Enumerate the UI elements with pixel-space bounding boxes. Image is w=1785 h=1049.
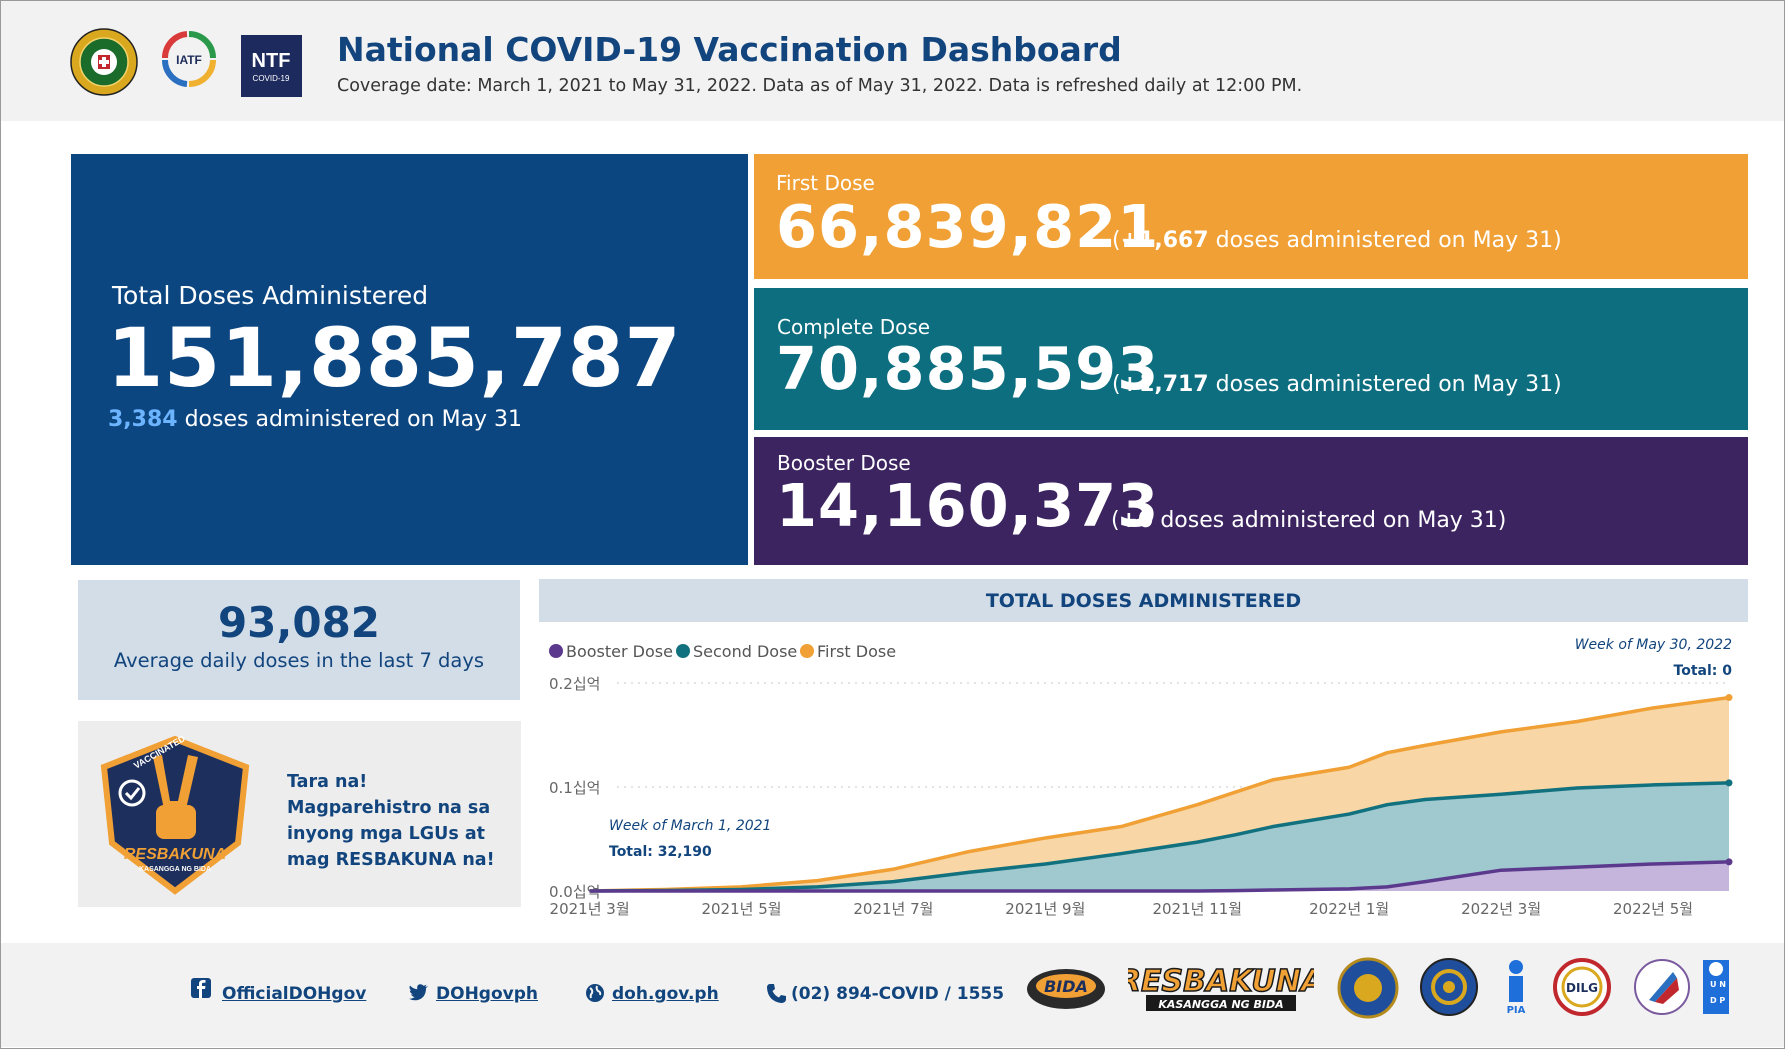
booster-dose-delta: +0 [1119, 508, 1154, 533]
legend-marker-first [800, 644, 814, 658]
iatf-logo-text: IATF [176, 53, 202, 67]
total-daily-suffix: doses administered on May 31 [177, 407, 523, 432]
average-daily-label: Average daily doses in the last 7 days [113, 649, 485, 672]
second-dose-line [589, 781, 1730, 893]
twitter-icon [409, 984, 428, 1001]
pia-logo: PIA [1507, 960, 1526, 1015]
booster-dose-label: Booster Dose [777, 451, 911, 475]
promo-message: Tara na! Magparehistro na sa inyong mga … [287, 772, 495, 870]
badge-sub-text: KASANGGA NG BIDA [139, 866, 211, 873]
phone-icon [767, 984, 786, 1003]
ntc-seal-logo [1420, 958, 1478, 1016]
x-tick-label: 2022년 3월 [1461, 900, 1541, 918]
legend-label-booster: Booster Dose [566, 642, 673, 661]
annotation-last-week: Week of May 30, 2022 [1575, 637, 1732, 653]
x-tick-label: 2021년 5월 [701, 900, 781, 918]
booster-dose-area [589, 861, 1730, 891]
first-dose-card: First Dose 66,839,821 (+1,667 doses admi… [754, 154, 1748, 279]
first-dose-note: (+1,667 doses administered on May 31) [1112, 228, 1562, 253]
complete-dose-value: 70,885,593 [776, 334, 1160, 403]
bida-logo: BIDA [1027, 969, 1105, 1009]
booster-dose-open: ( [1111, 508, 1120, 533]
x-tick-label: 2021년 9월 [1005, 900, 1085, 918]
booster-dose-card: Booster Dose 14,160,373 (+0 doses admini… [754, 437, 1748, 565]
page-title: National COVID-19 Vaccination Dashboard [337, 30, 1122, 69]
complete-dose-delta: +1,717 [1120, 372, 1209, 397]
booster-dose-suffix: doses administered on May 31) [1153, 508, 1507, 533]
website-link[interactable]: doh.gov.ph [612, 984, 719, 1004]
booster-dose-value: 14,160,373 [776, 471, 1160, 540]
first-dose-line [589, 695, 1730, 893]
total-doses-chart[interactable]: Booster Dose Second Dose First Dose 0.0십… [539, 625, 1754, 925]
complete-dose-label: Complete Dose [777, 315, 931, 339]
x-tick-label: 2022년 5월 [1613, 900, 1693, 918]
second-dose-area [589, 782, 1730, 891]
x-tick-label: 2021년 7월 [853, 900, 933, 918]
resbakuna-logo-text: RESBAKUNA [1128, 964, 1314, 999]
average-daily-card: 93,082 Average daily doses in the last 7… [78, 580, 520, 700]
svg-text:NTF: NTF [252, 50, 291, 72]
coverage-subtitle: Coverage date: March 1, 2021 to May 31, … [337, 76, 1303, 96]
total-doses-value: 151,885,787 [107, 312, 682, 406]
pia-logo-text: PIA [1507, 1005, 1526, 1015]
complete-dose-open: ( [1112, 372, 1121, 397]
badge-brand-text: RESBAKUNA [124, 846, 226, 863]
second-dose-endpoint [1725, 779, 1733, 787]
dict-seal-logo [1634, 959, 1690, 1015]
total-doses-card: Total Doses Administered 151,885,787 3,3… [71, 154, 748, 565]
legend-marker-booster [549, 644, 563, 658]
resbakuna-logo-sub: KASANGGA NG BIDA [1158, 998, 1283, 1011]
complete-dose-suffix: doses administered on May 31) [1208, 372, 1562, 397]
complete-dose-card: Complete Dose 70,885,593 (+1,717 doses a… [754, 288, 1748, 430]
y-tick-label: 0.2십억 [549, 675, 600, 693]
chart-title: TOTAL DOSES ADMINISTERED [539, 579, 1748, 622]
svg-text:D P: D P [1710, 996, 1725, 1005]
total-daily-note: 3,384 doses administered on May 31 [108, 407, 522, 432]
first-dose-endpoint [1725, 694, 1733, 702]
facebook-link[interactable]: OfficialDOHgov [222, 984, 367, 1004]
undp-logo: U N D P [1703, 960, 1729, 1014]
x-tick-label: 2021년 3월 [550, 900, 630, 918]
booster-dose-line [589, 860, 1730, 893]
legend-label-second: Second Dose [693, 642, 797, 661]
annotation-last-total: Total: 0 [1674, 663, 1733, 679]
legend-label-first: First Dose [817, 642, 896, 661]
svg-text:U N: U N [1710, 980, 1726, 989]
ntf-covid19-logo: NTF COVID-19 [241, 35, 302, 97]
first-dose-delta: +1,667 [1120, 228, 1209, 253]
resbakuna-logo: RESBAKUNA KASANGGA NG BIDA [1128, 963, 1314, 1011]
footer-bar [1, 943, 1784, 1047]
bida-logo-text: BIDA [1044, 977, 1088, 996]
booster-dose-note: (+0 doses administered on May 31) [1111, 508, 1506, 533]
svg-text:COVID-19: COVID-19 [253, 74, 290, 83]
y-tick-label: 0.0십억 [549, 883, 600, 901]
first-dose-label: First Dose [776, 171, 875, 195]
x-tick-label: 2022년 1월 [1309, 900, 1389, 918]
average-daily-value: 93,082 [217, 598, 381, 647]
complete-dose-note: (+1,717 doses administered on May 31) [1112, 372, 1562, 397]
pcoo-seal-logo [1337, 957, 1399, 1019]
annotation-first-total: Total: 32,190 [609, 844, 712, 860]
resbakuna-badge-logo: VACCINATED RESBAKUNA KASANGGA NG BIDA [100, 735, 250, 895]
dilg-logo: DILG [1553, 958, 1611, 1016]
resbakuna-promo: VACCINATED RESBAKUNA KASANGGA NG BIDA Ta… [78, 721, 521, 907]
iatf-logo: IATF [161, 31, 216, 87]
legend-marker-second [676, 644, 690, 658]
doh-seal-logo [70, 28, 138, 96]
x-tick-label: 2021년 11월 [1152, 900, 1242, 918]
first-dose-open: ( [1112, 228, 1121, 253]
dilg-logo-text: DILG [1566, 981, 1598, 995]
twitter-link[interactable]: DOHgovph [436, 984, 538, 1004]
first-dose-suffix: doses administered on May 31) [1208, 228, 1562, 253]
first-dose-area [589, 697, 1730, 891]
facebook-icon [191, 978, 211, 998]
globe-icon [586, 984, 604, 1002]
y-tick-label: 0.1십억 [549, 779, 600, 797]
total-doses-label: Total Doses Administered [112, 281, 429, 310]
total-daily-value: 3,384 [108, 407, 178, 432]
annotation-first-week: Week of March 1, 2021 [609, 818, 771, 834]
first-dose-value: 66,839,821 [776, 192, 1160, 261]
hotline-number: (02) 894-COVID / 1555 [791, 984, 1005, 1004]
booster-dose-endpoint [1725, 858, 1733, 866]
